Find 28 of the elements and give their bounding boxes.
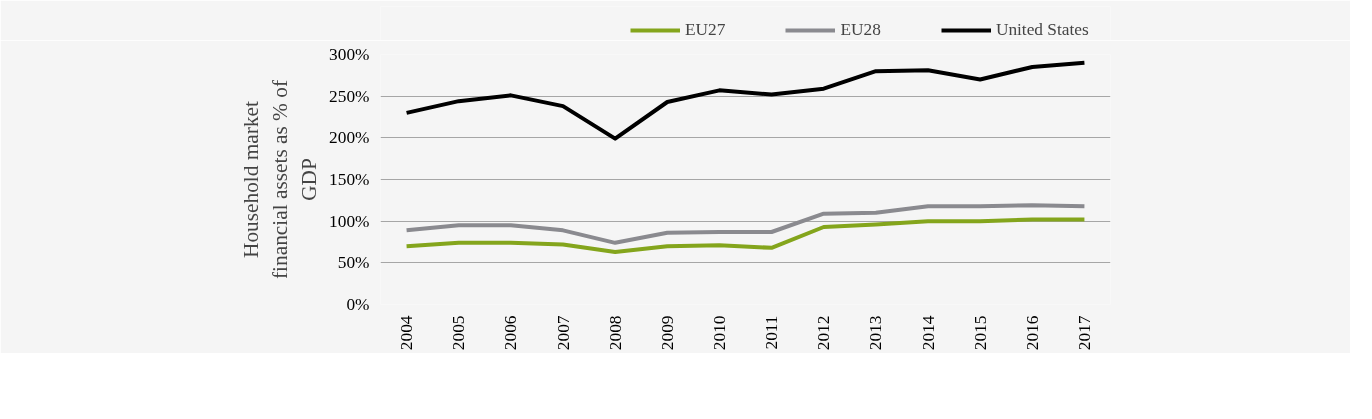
line-series	[404, 203, 1087, 245]
line-series	[404, 217, 1087, 254]
legend-label: EU28	[840, 20, 881, 40]
x-tick-label: 2013	[866, 315, 886, 351]
x-tick-label: 2014	[918, 315, 938, 351]
y-tick-label: 200%	[329, 128, 370, 148]
y-axis-title: Household market financial assets as % of GDP	[239, 79, 322, 279]
y-tick-label: 300%	[329, 45, 370, 64]
x-tick-label: 2006	[501, 315, 521, 351]
x-tick-label: 2017	[1074, 315, 1094, 351]
x-tick-label: 2007	[553, 315, 573, 351]
x-tick-label: 2010	[709, 315, 729, 351]
y-tick-label: 0%	[346, 295, 370, 314]
x-tick-label: 2011	[762, 315, 782, 350]
y-tick-label: 250%	[329, 86, 370, 106]
x-tick-label: 2016	[1022, 315, 1042, 351]
legend-label: EU27	[685, 20, 726, 40]
x-tick-label: 2015	[970, 315, 990, 351]
x-tick-label: 2004	[397, 315, 417, 351]
y-tick-label: 50%	[337, 253, 370, 273]
y-tick-label: 150%	[329, 170, 370, 189]
legend-label: United States	[995, 20, 1089, 40]
x-tick-label: 2012	[814, 315, 834, 351]
x-tick-label: 2008	[605, 315, 625, 351]
x-tick-label: 2009	[657, 315, 677, 351]
x-tick-label: 2005	[449, 315, 469, 351]
y-tick-label: 100%	[329, 211, 370, 231]
line-series	[404, 60, 1087, 141]
